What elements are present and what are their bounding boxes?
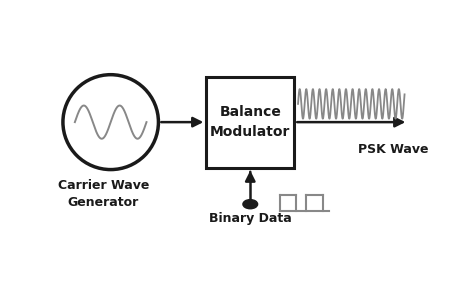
Text: Carrier Wave
Generator: Carrier Wave Generator [58, 179, 149, 209]
Text: Balance
Modulator: Balance Modulator [210, 105, 291, 139]
Ellipse shape [63, 75, 158, 170]
Text: PSK Wave: PSK Wave [358, 143, 429, 156]
Bar [206, 77, 294, 168]
Circle shape [243, 200, 258, 209]
Text: Binary Data: Binary Data [209, 212, 292, 225]
